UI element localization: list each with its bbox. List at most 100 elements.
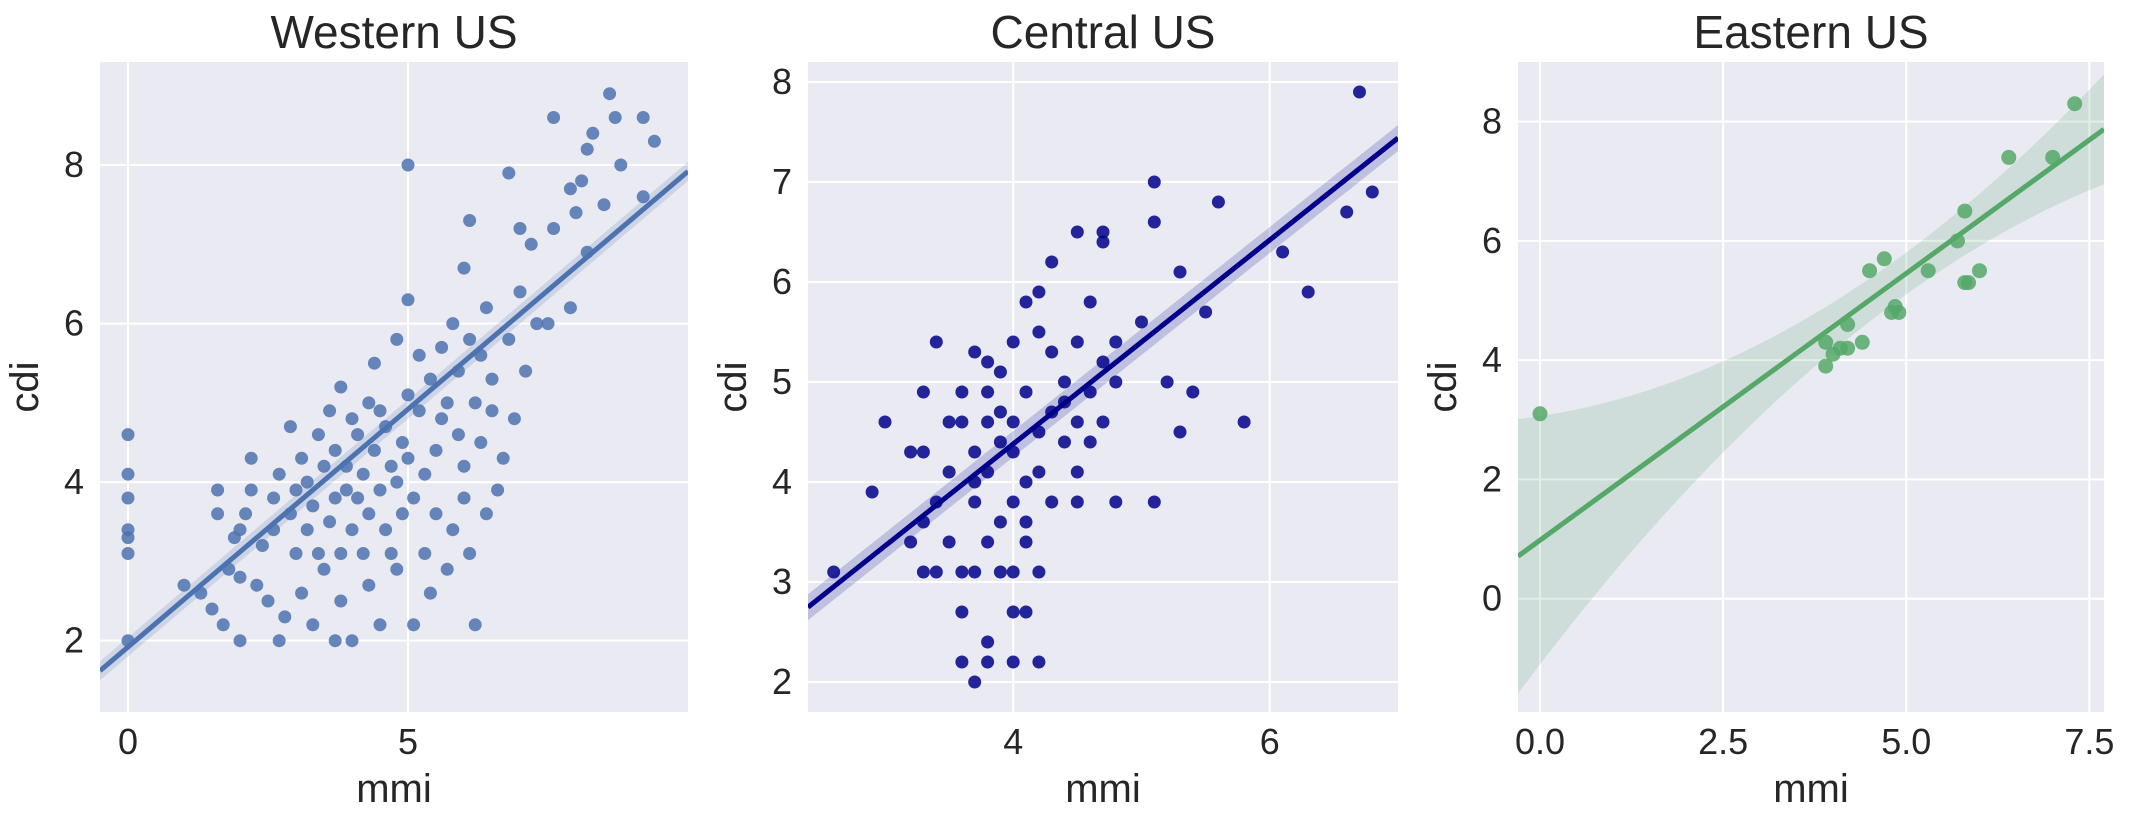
data-point — [1083, 435, 1097, 449]
data-point — [1532, 406, 1548, 422]
data-point — [1032, 565, 1046, 579]
data-point — [1199, 305, 1213, 319]
data-point — [916, 565, 930, 579]
data-point — [272, 467, 286, 481]
data-point — [1058, 375, 1071, 389]
data-point — [502, 332, 516, 346]
data-point — [295, 586, 309, 600]
data-point — [541, 317, 555, 331]
data-point — [955, 605, 969, 619]
data-point — [334, 380, 348, 394]
y-tick-label: 6 — [772, 261, 792, 302]
data-point — [636, 190, 650, 204]
data-point — [865, 485, 879, 499]
data-point — [121, 467, 135, 481]
data-point — [440, 562, 454, 576]
data-point — [451, 428, 465, 442]
data-point — [563, 301, 577, 315]
data-point — [530, 317, 544, 331]
data-point — [429, 507, 443, 521]
x-axis-label: mmi — [356, 767, 432, 811]
data-point — [507, 412, 521, 426]
chart-title: Eastern US — [1693, 6, 1928, 58]
data-point — [1818, 358, 1834, 374]
data-point — [1840, 340, 1856, 356]
data-point — [323, 515, 337, 529]
y-axis-label: cdi — [711, 361, 755, 412]
data-point — [485, 404, 499, 418]
data-point — [993, 565, 1007, 579]
data-point — [250, 578, 264, 592]
data-point — [1147, 495, 1161, 509]
y-axis-label: cdi — [1421, 361, 1465, 412]
data-point — [586, 126, 600, 140]
data-point — [1019, 475, 1033, 489]
regression-line — [100, 169, 688, 673]
y-tick-label: 2 — [64, 620, 84, 661]
confidence-band — [1518, 74, 2104, 694]
x-tick-label: 5 — [398, 721, 418, 762]
data-point — [1173, 265, 1187, 279]
data-point — [1096, 235, 1110, 249]
plot-area — [1518, 62, 2104, 712]
x-tick-label: 7.5 — [2064, 721, 2114, 762]
data-point — [993, 435, 1007, 449]
data-point — [569, 206, 583, 220]
data-point — [1147, 175, 1161, 189]
data-point — [244, 483, 258, 497]
data-point — [1961, 275, 1976, 291]
data-point — [827, 565, 841, 579]
data-point — [1019, 535, 1033, 549]
data-point — [446, 523, 460, 537]
data-point — [1109, 375, 1123, 389]
data-point — [1070, 415, 1084, 429]
data-point — [233, 523, 247, 537]
data-point — [468, 618, 482, 632]
data-point — [1135, 315, 1148, 329]
data-point — [1920, 263, 1936, 279]
data-point — [524, 237, 538, 251]
data-point — [429, 443, 443, 457]
data-point — [968, 345, 982, 359]
data-point — [1096, 225, 1110, 239]
data-point — [1173, 425, 1187, 439]
data-point — [1096, 355, 1110, 369]
y-tick-label: 0 — [1482, 578, 1502, 619]
data-point — [395, 436, 409, 449]
data-point — [401, 158, 415, 172]
data-point — [457, 491, 471, 505]
data-point — [1876, 251, 1892, 267]
data-point — [395, 507, 409, 521]
data-point — [496, 451, 510, 465]
plot-area — [808, 62, 1398, 712]
data-point — [1019, 515, 1033, 529]
data-point — [1301, 285, 1315, 299]
data-point — [608, 111, 622, 124]
data-point — [878, 415, 892, 429]
data-point — [384, 547, 398, 560]
data-point — [435, 412, 449, 426]
data-point — [362, 396, 376, 410]
data-point — [323, 404, 337, 418]
y-tick-label: 8 — [772, 61, 792, 102]
data-point — [216, 618, 230, 632]
data-point — [328, 634, 342, 648]
data-point — [334, 594, 348, 608]
data-point — [233, 634, 247, 648]
data-point — [345, 523, 359, 537]
data-point — [547, 111, 561, 124]
data-point — [1006, 495, 1020, 509]
data-point — [993, 365, 1007, 379]
data-point — [981, 355, 995, 369]
data-point — [306, 499, 320, 513]
data-point — [267, 491, 281, 505]
data-point — [211, 507, 225, 521]
y-tick-label: 4 — [64, 461, 84, 502]
data-point — [468, 396, 482, 410]
data-point — [407, 618, 421, 632]
data-point — [1109, 335, 1123, 349]
data-point — [278, 610, 292, 624]
data-point — [1006, 655, 1020, 669]
x-tick-label: 6 — [1260, 721, 1280, 762]
